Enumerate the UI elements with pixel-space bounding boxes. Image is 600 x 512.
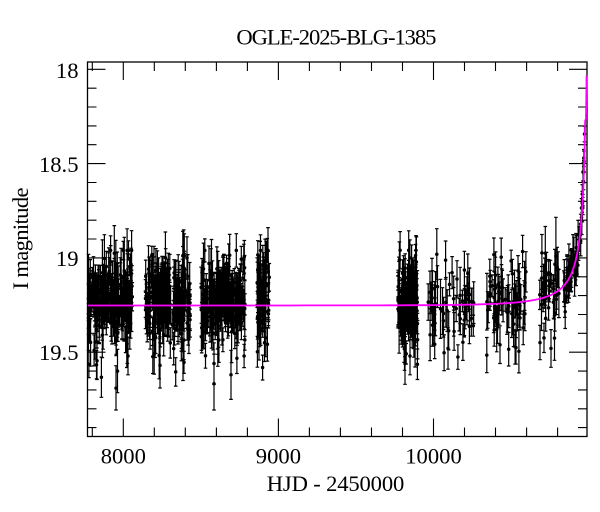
svg-text:19: 19 — [56, 246, 79, 271]
svg-text:19.5: 19.5 — [39, 340, 79, 365]
svg-text:9000: 9000 — [256, 443, 301, 468]
svg-text:I magnitude: I magnitude — [8, 188, 33, 290]
svg-text:8000: 8000 — [101, 443, 146, 468]
svg-text:18: 18 — [56, 58, 79, 83]
svg-text:HJD - 2450000: HJD - 2450000 — [267, 471, 405, 496]
svg-text:OGLE-2025-BLG-1385: OGLE-2025-BLG-1385 — [236, 25, 436, 50]
svg-text:18.5: 18.5 — [39, 152, 79, 177]
svg-text:10000: 10000 — [405, 443, 461, 468]
